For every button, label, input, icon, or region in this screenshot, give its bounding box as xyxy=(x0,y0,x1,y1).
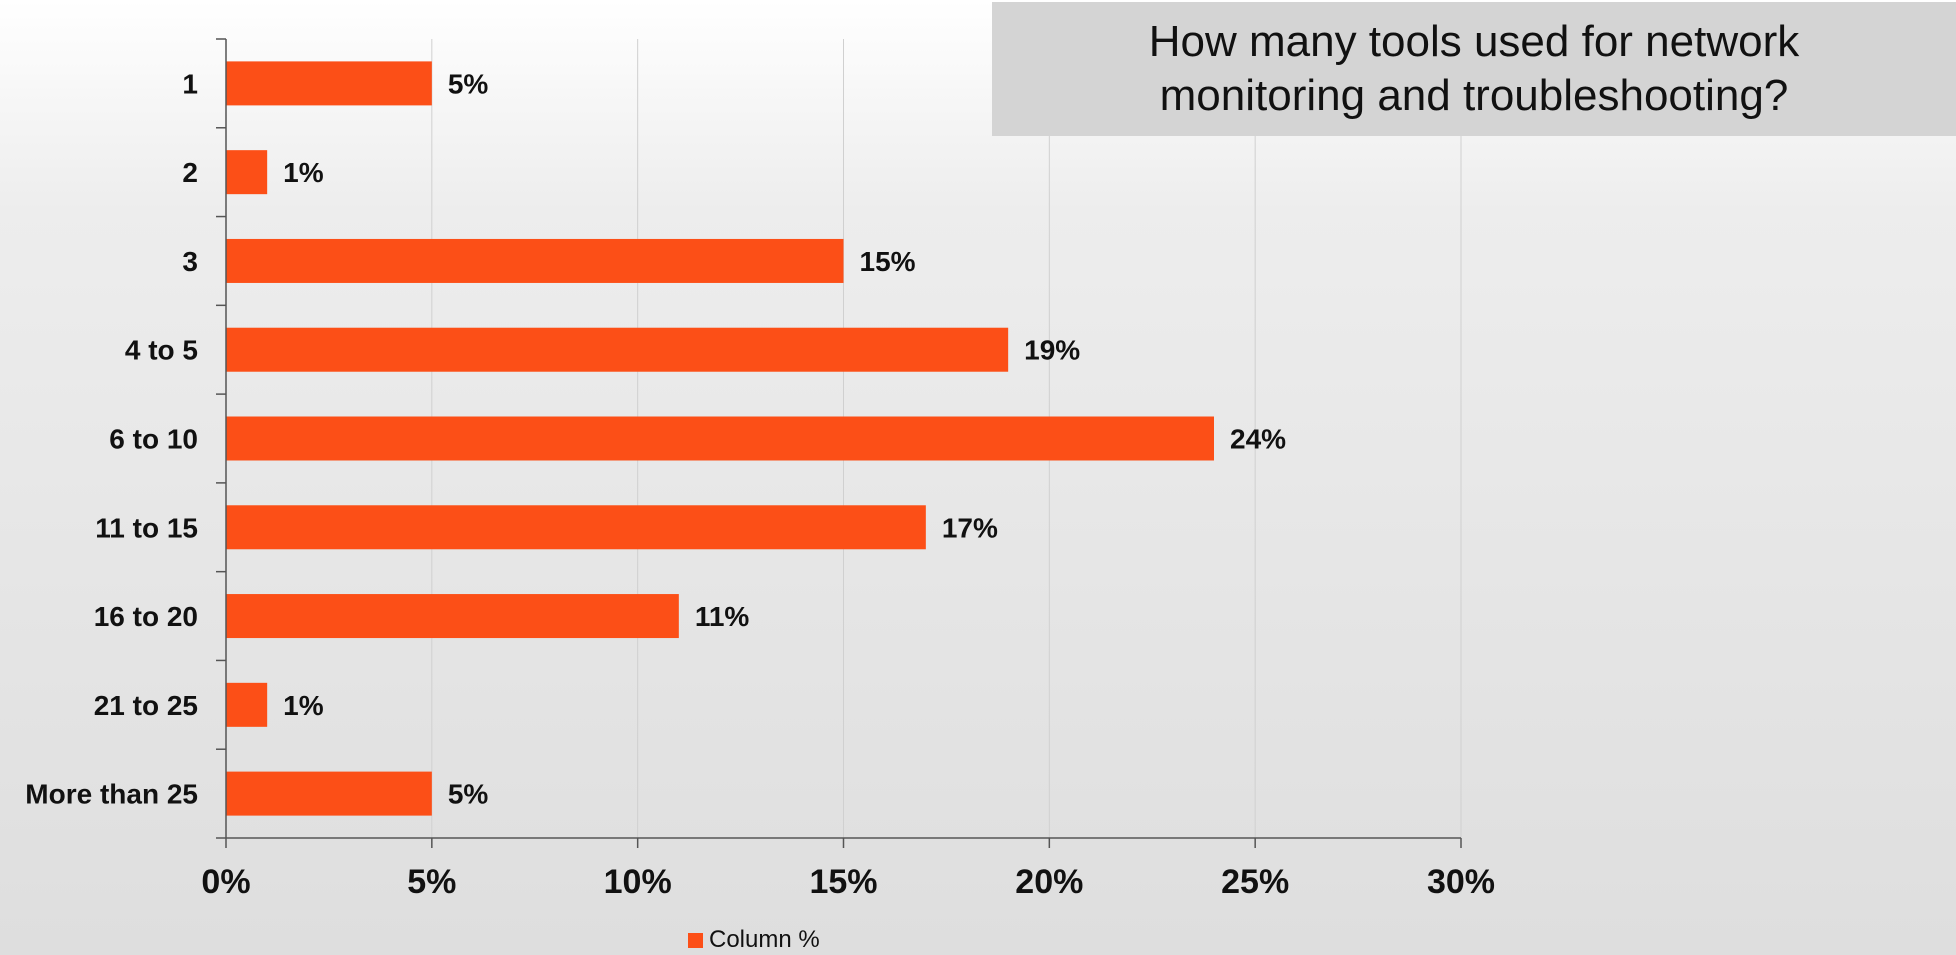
x-tick-label-0: 0% xyxy=(201,863,250,901)
data-label-6: 11% xyxy=(695,601,750,632)
legend-swatch xyxy=(688,932,703,948)
x-tick-label-4: 20% xyxy=(1015,863,1083,901)
category-label-3: 4 to 5 xyxy=(125,335,198,366)
legend-label: Column % xyxy=(709,926,820,953)
data-label-7: 1% xyxy=(283,690,324,721)
bars xyxy=(226,61,1214,816)
category-label-5: 11 to 15 xyxy=(95,512,198,543)
bar-5 xyxy=(226,505,926,550)
category-label-6: 16 to 20 xyxy=(94,601,198,632)
bar-3 xyxy=(226,327,1009,372)
data-label-0: 5% xyxy=(448,68,489,99)
bar-7 xyxy=(226,682,268,727)
x-tick-label-6: 30% xyxy=(1427,863,1495,901)
category-label-0: 1 xyxy=(182,68,198,99)
x-tick-label-5: 25% xyxy=(1221,863,1289,901)
x-tick-label-2: 10% xyxy=(604,863,672,901)
bar-8 xyxy=(226,771,432,816)
data-label-2: 15% xyxy=(860,246,916,277)
bar-6 xyxy=(226,594,679,639)
data-label-3: 19% xyxy=(1024,335,1080,366)
data-label-1: 1% xyxy=(283,157,324,188)
x-tick-label-1: 5% xyxy=(407,863,456,901)
chart-title-box: How many tools used for network monitori… xyxy=(992,2,1956,136)
chart-title: How many tools used for network monitori… xyxy=(1148,17,1800,120)
axes xyxy=(216,38,1462,848)
x-tick-label-3: 15% xyxy=(809,863,877,901)
legend: Column % xyxy=(688,926,820,954)
category-label-8: More than 25 xyxy=(25,779,198,810)
bar-4 xyxy=(226,416,1214,461)
category-label-1: 2 xyxy=(182,157,198,188)
data-label-5: 17% xyxy=(942,512,998,543)
data-label-4: 24% xyxy=(1230,424,1286,455)
category-label-7: 21 to 25 xyxy=(94,690,198,721)
labels: 5% 1% 15% 19% 24% 17% 11% 1% 5% 0% 5% 10% 15% 20% 25% 3… xyxy=(25,68,1495,901)
bar-1 xyxy=(226,150,268,195)
bar-0 xyxy=(226,61,432,106)
category-label-4: 6 to 10 xyxy=(109,424,198,455)
bar-2 xyxy=(226,238,844,283)
data-label-8: 5% xyxy=(448,779,489,810)
category-label-2: 3 xyxy=(182,246,198,277)
